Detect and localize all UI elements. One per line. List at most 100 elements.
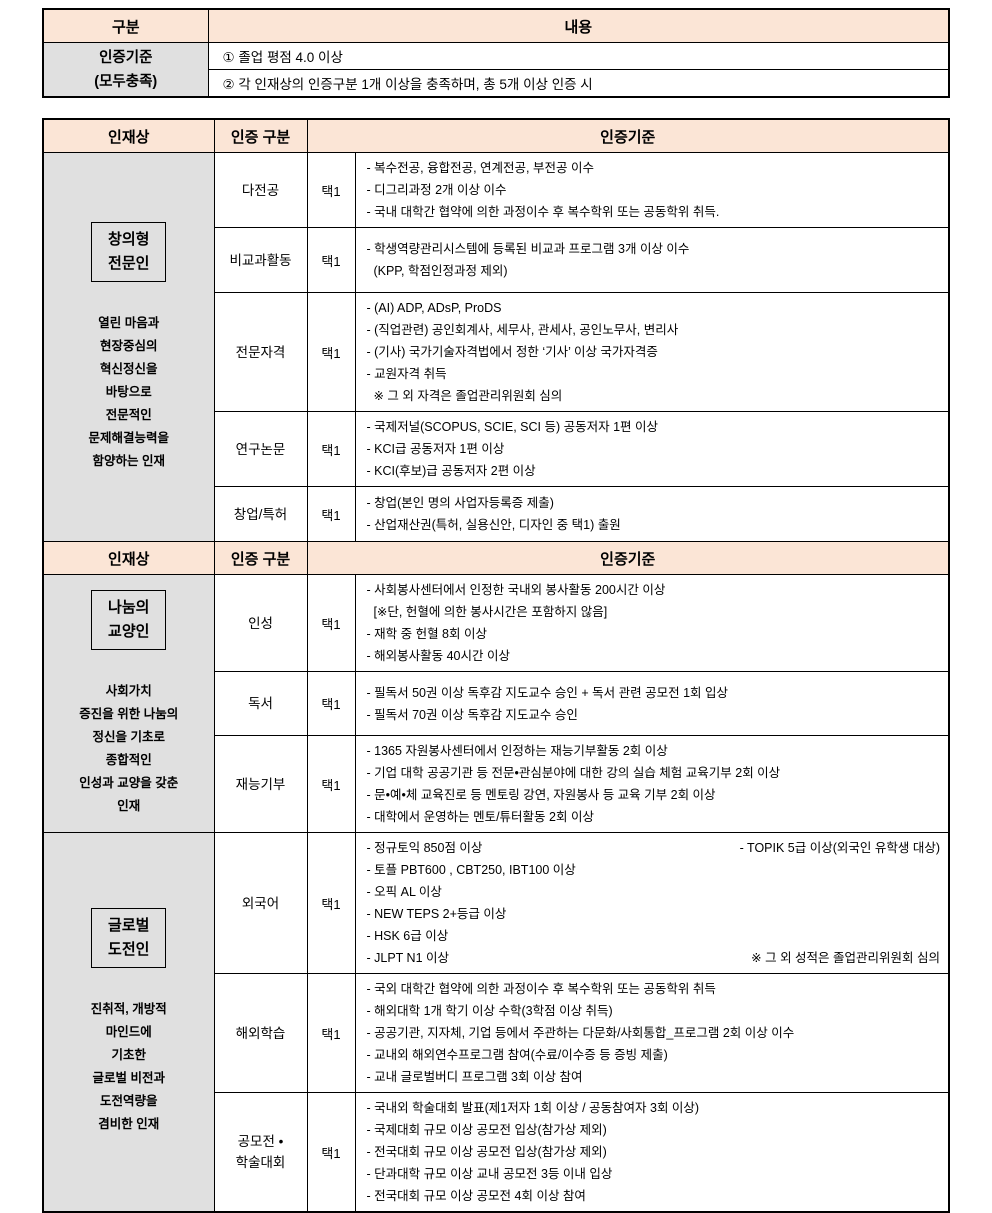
choice-startup-patent: 택1 [306,486,356,542]
text-line: 함양하는 인재 [92,453,165,468]
category-professional-cert: 전문자격 [213,292,308,412]
summary-table: 구분 내용 인증기준 (모두충족) ① 졸업 평점 4.0 이상 ② 각 인재상… [42,8,950,98]
talent-cell-creative: 창의형 전문인 열린 마음과 현장중심의 혁신정신을 바탕으로 전문적인 문제해결능력을 함양… [42,152,215,542]
text-line: - (AI) ADP, ADsP, ProDS [366,301,502,315]
choice-professional-cert: 택1 [306,292,356,412]
cert-standard-label-line2: (모두충족) [94,73,158,90]
criteria-overseas-study: - 국외 대학간 협약에 의한 과정이수 후 복수학위 또는 공동학위 취득 - … [354,973,950,1093]
text-line: 열린 마음과 [98,315,160,330]
text-line: 도전인 [108,941,150,958]
text-line: - 전국대회 규모 이상 공모전 입상(참가상 제외) [366,1145,607,1159]
choice-multi-major: 택1 [306,152,356,228]
criteria-contest-conference: - 국내외 학술대회 발표(제1저자 1회 이상 / 공동참여자 3회 이상) -… [354,1092,950,1213]
cert-standard-item-1: ① 졸업 평점 4.0 이상 [207,42,950,70]
text-line: - 공공기관, 지자체, 기업 등에서 주관하는 다문화/사회통합_프로그램 2… [366,1026,795,1040]
text-line: - 학생역량관리시스템에 등록된 비교과 프로그램 3개 이상 이수 [366,242,690,256]
text-line: - 대학에서 운영하는 멘토/튜터활동 2회 이상 [366,810,594,824]
cert-standard-label-line1: 인증기준 [99,49,153,66]
text-line: - 단과대학 규모 이상 교내 공모전 3등 이내 입상 [366,1167,613,1181]
text-line: - 국내외 학술대회 발표(제1저자 1회 이상 / 공동참여자 3회 이상) [366,1101,700,1115]
category-overseas-study: 해외학습 [213,973,308,1093]
text-line: - 필독서 50권 이상 독후감 지도교수 승인 + 독서 관련 공모전 1회 … [366,685,729,700]
text-line: 창의형 [108,230,150,248]
text-line: 전문인 [108,254,150,272]
row-startup-patent: 창업/특허 택1 - 창업(본인 명의 사업자등록증 제출) - 산업재산권(특허… [43,486,950,542]
criteria-reading: - 필독서 50권 이상 독후감 지도교수 승인 + 독서 관련 공모전 1회 … [354,671,950,736]
text-line: 종합적인 [105,752,152,767]
summary-row-1: 인증기준 (모두충족) ① 졸업 평점 4.0 이상 [42,42,950,98]
text-line: - (직업관련) 공인회계사, 세무사, 관세사, 공인노무사, 변리사 [366,323,679,337]
header-naeyong: 내용 [207,8,950,43]
text-line: - 토플 PBT600 , CBT250, IBT100 이상 [366,863,576,877]
row-research-paper: 연구논문 택1 - 국제저널(SCOPUS, SCIE, SCI 등) 공동저자… [43,411,950,487]
text-line: 인성과 교양을 갖춘 [79,775,179,790]
criteria-foreign-language: - 정규토익 850점 이상 - TOPIK 5급 이상(외국인 유학생 대상) -… [354,832,950,974]
text-line: - 해외봉사활동 40시간 이상 [366,649,511,663]
header-criteria-2: 인증기준 [306,541,950,575]
criteria-talent-donation: - 1365 자원봉사센터에서 인정하는 재능기부활동 2회 이상 - 기업 대학… [354,735,950,833]
text-line: 문제해결능력을 [88,430,169,445]
category-startup-patent: 창업/특허 [213,486,308,542]
text-line: - 기업 대학 공공기관 등 전문•관심분야에 대한 강의 실습 체험 교육기부… [366,766,781,780]
text-line: 교양인 [108,622,150,640]
choice-talent-donation: 택1 [306,735,356,833]
row-multi-major: 창의형 전문인 열린 마음과 현장중심의 혁신정신을 바탕으로 전문적인 문제해결능력을 함양… [42,152,950,542]
row-extracurricular: 비교과활동 택1 - 학생역량관리시스템에 등록된 비교과 프로그램 3개 이상… [43,227,950,293]
text-line: - 1365 자원봉사센터에서 인정하는 재능기부활동 2회 이상 [366,744,668,758]
text-line: - 국외 대학간 협약에 의한 과정이수 후 복수학위 또는 공동학위 취득 [366,982,716,996]
text-line: - 교내외 해외연수프로그램 참여(수료/이수증 등 증빙 제출) [366,1048,668,1062]
text-line: - 산업재산권(특허, 실용신안, 디자인 중 택1) 출원 [366,518,621,532]
text-line: - JLPT N1 이상 ※ 그 외 성적은 졸업관리위원회 심의 [366,951,941,965]
text-line: 글로벌 비전과 [92,1071,165,1085]
text-line: - 국내 대학간 협약에 의한 과정이수 후 복수학위 또는 공동학위 취득. [366,205,720,219]
text-line: 마인드에 [105,1025,152,1039]
text-line: - 디그리과정 2개 이상 이수 [366,183,507,197]
category-extracurricular: 비교과활동 [213,227,308,293]
text-line: - 전국대회 규모 이상 공모전 4회 이상 참여 [366,1189,586,1203]
talent-desc-global: 진취적, 개방적 마인드에 기초한 글로벌 비전과 도전역량을 겸비한 인재 [91,998,167,1136]
text-line: 인재 [117,798,141,813]
text-line: - 교원자격 취득 [366,367,447,381]
criteria-startup-patent: - 창업(본인 명의 사업자등록증 제출) - 산업재산권(특허, 실용신안, 디… [354,486,950,542]
text-line: - 창업(본인 명의 사업자등록증 제출) [366,496,554,510]
text-line: - 국제저널(SCOPUS, SCIE, SCI 등) 공동저자 1편 이상 [366,420,659,434]
header-criteria: 인증기준 [306,118,950,153]
text-line: - 정규토익 850점 이상 - TOPIK 5급 이상(외국인 유학생 대상) [366,841,941,855]
text-line: - 필독서 70권 이상 독후감 지도교수 승인 [366,707,578,722]
text-line: 나눔의 [108,598,150,616]
row-reading: 독서 택1 - 필독서 50권 이상 독후감 지도교수 승인 + 독서 관련 공… [43,671,950,736]
text-line: [※단, 헌혈에 의한 봉사시간은 포함하지 않음] [366,605,608,619]
choice-character: 택1 [306,574,356,672]
cert-standard-label: 인증기준 (모두충족) [42,42,209,98]
text-line: - 복수전공, 융합전공, 연계전공, 부전공 이수 [366,161,594,175]
text-line: - HSK 6급 이상 [366,929,449,943]
row-character: 나눔의 교양인 사회가치 증진을 위한 나눔의 정신을 기초로 종합적인 인성과 교양을 … [42,574,950,833]
criteria-character: - 사회봉사센터에서 인정한 국내외 봉사활동 200시간 이상 [※단, 헌혈… [354,574,950,672]
text-line: 증진을 위한 나눔의 [79,706,179,721]
text-line: - 해외대학 1개 학기 이상 수학(3학점 이상 취득) [366,1004,613,1018]
text-line: 전문적인 [105,407,152,422]
row-professional-cert: 전문자격 택1 - (AI) ADP, ADsP, ProDS - (직업관련) … [43,292,950,412]
header-talent: 인재상 [42,118,215,153]
talent-cell-sharing: 나눔의 교양인 사회가치 증진을 위한 나눔의 정신을 기초로 종합적인 인성과 교양을 … [42,574,215,833]
text-line: - KCI급 공동저자 1편 이상 [366,442,505,456]
talent-desc-creative: 열린 마음과 현장중심의 혁신정신을 바탕으로 전문적인 문제해결능력을 함양하는 인재 [88,312,169,473]
text-line: ※ 그 외 자격은 졸업관리위원회 심의 [366,389,563,403]
choice-reading: 택1 [306,671,356,736]
criteria-research-paper: - 국제저널(SCOPUS, SCIE, SCI 등) 공동저자 1편 이상 - … [354,411,950,487]
text-line: 겸비한 인재 [98,1117,160,1131]
criteria-professional-cert: - (AI) ADP, ADsP, ProDS - (직업관련) 공인회계사, 세… [354,292,950,412]
category-character: 인성 [213,574,308,672]
header-gubun: 구분 [42,8,209,43]
text-line: (KPP, 학점인정과정 제외) [366,264,508,278]
text-line: - 문•예•체 교육진로 등 멘토링 강연, 자원봉사 등 교육 기부 2회 이… [366,788,716,802]
text-line: 글로벌 [108,917,150,934]
header-category-2: 인증 구분 [213,541,308,575]
category-reading: 독서 [213,671,308,736]
text-line: - 교내 글로벌버디 프로그램 3회 이상 참여 [366,1070,583,1084]
header-category: 인증 구분 [213,118,308,153]
